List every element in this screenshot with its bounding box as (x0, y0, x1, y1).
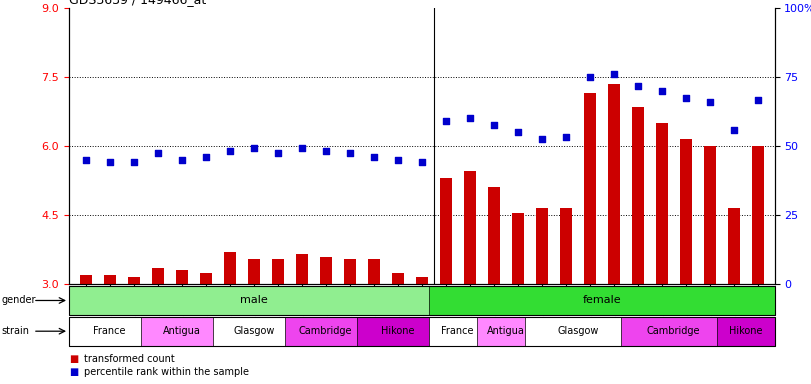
Bar (247, 259, 260, 284)
Text: ■: ■ (69, 367, 78, 377)
Bar (104, 275, 116, 284)
Bar (752, 146, 764, 284)
Bar (141, 317, 222, 346)
Text: percentile rank within the sample: percentile rank within the sample (84, 367, 248, 377)
Text: Hikone: Hikone (729, 326, 762, 336)
Bar (357, 317, 439, 346)
Bar (429, 286, 775, 315)
Point (367, 154, 380, 161)
Bar (416, 277, 427, 284)
Point (727, 127, 740, 133)
Bar (320, 257, 332, 284)
Point (631, 83, 644, 89)
Bar (200, 273, 212, 284)
Text: strain: strain (2, 326, 30, 336)
Bar (584, 93, 596, 284)
Bar (621, 317, 727, 346)
Point (223, 147, 236, 154)
Text: GDS3639 / 149466_at: GDS3639 / 149466_at (69, 0, 206, 7)
Bar (487, 187, 500, 284)
Point (200, 154, 212, 161)
Bar (69, 286, 439, 315)
Point (511, 129, 524, 135)
Bar (367, 259, 380, 284)
Point (391, 157, 404, 163)
Point (103, 159, 116, 165)
Text: female: female (582, 295, 621, 306)
Bar (512, 213, 524, 284)
Bar (296, 254, 307, 284)
Bar (128, 277, 139, 284)
Text: transformed count: transformed count (84, 354, 174, 364)
Bar (464, 171, 476, 284)
Point (127, 159, 140, 165)
Bar (429, 317, 487, 346)
Point (343, 150, 356, 156)
Bar (440, 178, 452, 284)
Point (247, 145, 260, 151)
Point (535, 136, 548, 142)
Point (415, 159, 428, 165)
Bar (536, 208, 547, 284)
Point (655, 88, 668, 94)
Text: male: male (240, 295, 268, 306)
Bar (656, 123, 667, 284)
Text: Glasgow: Glasgow (233, 326, 274, 336)
Bar (477, 317, 534, 346)
Text: Antigua: Antigua (163, 326, 200, 336)
Point (583, 74, 596, 80)
Text: Antigua: Antigua (487, 326, 525, 336)
Bar (525, 317, 630, 346)
Bar (213, 317, 294, 346)
Bar (272, 259, 284, 284)
Point (440, 118, 453, 124)
Bar (717, 317, 775, 346)
Point (607, 71, 620, 78)
Point (175, 157, 188, 163)
Point (151, 150, 164, 156)
Bar (560, 208, 572, 284)
Text: Cambridge: Cambridge (647, 326, 701, 336)
Point (271, 150, 284, 156)
Point (560, 134, 573, 140)
Point (463, 115, 476, 121)
Text: Glasgow: Glasgow (557, 326, 599, 336)
Text: France: France (93, 326, 126, 336)
Bar (224, 252, 236, 284)
Point (703, 99, 716, 105)
Point (751, 97, 764, 103)
Point (320, 147, 333, 154)
Text: Hikone: Hikone (381, 326, 414, 336)
Bar (704, 146, 716, 284)
Bar (392, 273, 404, 284)
Bar (607, 84, 620, 284)
Bar (79, 275, 92, 284)
Text: ■: ■ (69, 354, 78, 364)
Bar (632, 107, 644, 284)
Text: gender: gender (2, 295, 36, 306)
Bar (152, 268, 164, 284)
Bar (69, 317, 151, 346)
Bar (176, 270, 187, 284)
Point (487, 122, 500, 128)
Bar (727, 208, 740, 284)
Point (680, 94, 693, 101)
Text: France: France (441, 326, 474, 336)
Point (79, 157, 92, 163)
Bar (680, 139, 692, 284)
Text: Cambridge: Cambridge (299, 326, 353, 336)
Bar (344, 259, 356, 284)
Point (295, 145, 308, 151)
Bar (285, 317, 367, 346)
